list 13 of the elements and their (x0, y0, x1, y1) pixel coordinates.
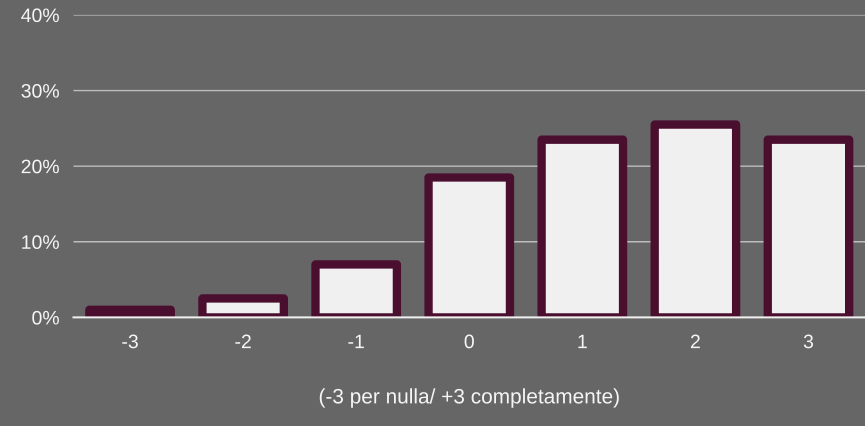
x-tick-label: 3 (804, 334, 814, 348)
x-tick-label: 0 (464, 334, 474, 348)
y-tick-label: 10% (22, 235, 59, 249)
x-tick-label: -3 (122, 334, 138, 348)
x-tick-label: -1 (348, 334, 364, 348)
x-axis-title: (-3 per nulla/ +3 completamente) (320, 388, 619, 408)
x-tick-label: 2 (690, 334, 700, 348)
x-tick-label: -2 (235, 334, 251, 348)
y-tick-label: 40% (21, 8, 59, 22)
x-tick-label: 1 (578, 334, 587, 348)
y-tick-label: 30% (21, 84, 59, 98)
y-tick-label: 0% (32, 310, 59, 325)
y-tick-label: 20% (22, 160, 59, 174)
